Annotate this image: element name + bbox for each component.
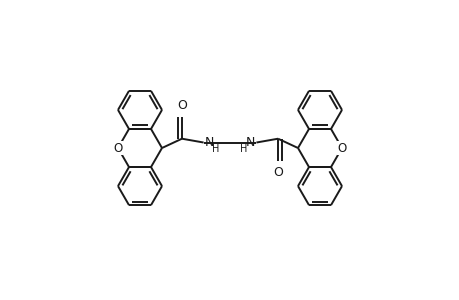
Text: O: O xyxy=(273,166,282,179)
Text: O: O xyxy=(177,99,186,112)
Text: O: O xyxy=(113,142,123,154)
Text: O: O xyxy=(336,142,346,154)
Text: H: H xyxy=(211,143,218,154)
Text: N: N xyxy=(246,136,255,149)
Text: N: N xyxy=(204,136,213,149)
Text: H: H xyxy=(240,143,247,154)
